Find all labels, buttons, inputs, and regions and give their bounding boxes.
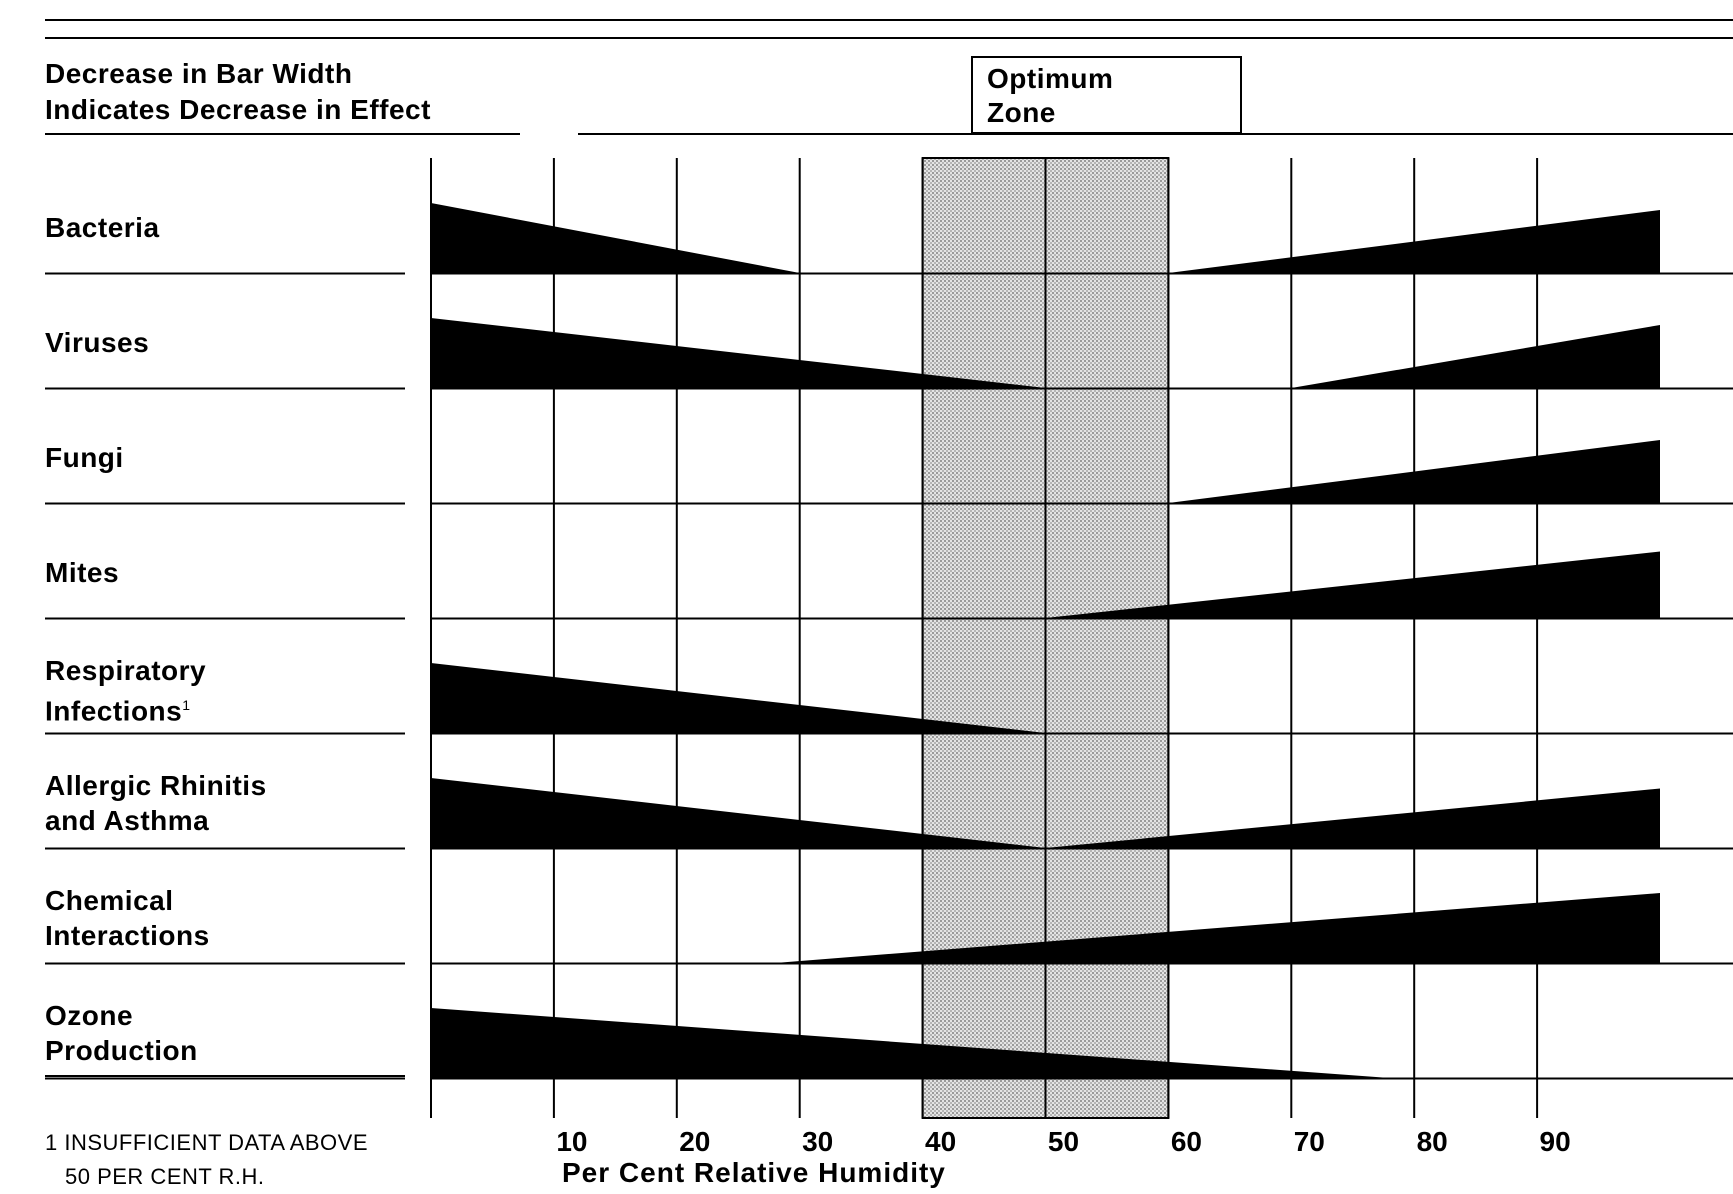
footnote-line-1: 1 INSUFFICIENT DATA ABOVE: [45, 1130, 369, 1155]
row-label-6-line-1: Chemical: [45, 885, 174, 916]
bar-0-decreasing: [431, 203, 800, 273]
x-tick-label-30: 30: [802, 1126, 833, 1157]
row-label-5-line-2: and Asthma: [45, 805, 210, 836]
x-tick-label-40: 40: [925, 1126, 956, 1157]
bar-5-decreasing: [431, 778, 1046, 848]
row-label-6-line-2: Interactions: [45, 920, 210, 951]
x-tick-label-50: 50: [1048, 1126, 1079, 1157]
optimum-zone-label-box: Optimum Zone: [971, 56, 1242, 134]
bar-1-increasing: [1291, 325, 1660, 388]
x-tick-label-90: 90: [1540, 1126, 1571, 1157]
x-tick-label-20: 20: [679, 1126, 710, 1157]
bar-6-increasing: [775, 893, 1660, 963]
row-label-2: Fungi: [45, 440, 124, 475]
optimum-zone-label-line-1: Optimum: [987, 63, 1114, 94]
row-label-1: Viruses: [45, 325, 149, 360]
bar-4-decreasing: [431, 663, 1046, 733]
footnote: 1 INSUFFICIENT DATA ABOVE 50 PER CENT R.…: [45, 1126, 368, 1194]
row-label-7-line-2: Production: [45, 1035, 198, 1066]
bar-2-increasing: [1168, 440, 1660, 503]
x-tick-label-70: 70: [1294, 1126, 1325, 1157]
row-label-1-line-1: Viruses: [45, 327, 150, 358]
bar-1-decreasing: [431, 318, 1046, 388]
x-tick-label-60: 60: [1171, 1126, 1202, 1157]
legend-note: Decrease in Bar Width Indicates Decrease…: [45, 56, 431, 128]
bar-3-increasing: [1045, 551, 1660, 618]
legend-note-line-2: Indicates Decrease in Effect: [45, 94, 431, 125]
tick-label-layer: 10 20 30 40 50 60 70 80 90: [556, 1126, 1570, 1157]
row-label-4: Respiratory Infections1: [45, 653, 206, 728]
bar-layer: [431, 203, 1660, 1078]
row-label-0: Bacteria: [45, 210, 160, 245]
row-label-4-line-2: Infections1: [45, 695, 191, 727]
x-axis-title: Per Cent Relative Humidity: [562, 1157, 946, 1188]
bar-5-increasing: [1045, 788, 1660, 848]
row-label-7: Ozone Production: [45, 998, 198, 1068]
bar-7-decreasing: [431, 1008, 1390, 1078]
row-label-3-line-1: Mites: [45, 557, 120, 588]
row-label-3: Mites: [45, 555, 119, 590]
optimum-zone-label: Optimum Zone: [987, 62, 1113, 130]
x-tick-label-10: 10: [556, 1126, 587, 1157]
row-label-0-line-1: Bacteria: [45, 212, 160, 243]
optimum-zone-label-line-2: Zone: [987, 97, 1056, 128]
decorative-rules: [45, 19, 1733, 135]
row-label-4-line-1: Respiratory: [45, 655, 207, 686]
grid-layer: [45, 158, 1733, 1118]
x-tick-label-80: 80: [1417, 1126, 1448, 1157]
row-label-5: Allergic Rhinitis and Asthma: [45, 768, 267, 838]
row-label-2-line-1: Fungi: [45, 442, 124, 473]
row-label-6: Chemical Interactions: [45, 883, 210, 953]
footnote-marker: 1: [182, 697, 191, 713]
bar-0-increasing: [1168, 210, 1660, 273]
legend-note-line-1: Decrease in Bar Width: [45, 58, 353, 89]
row-label-7-line-1: Ozone: [45, 1000, 134, 1031]
row-label-5-line-1: Allergic Rhinitis: [45, 770, 267, 801]
footnote-line-2: 50 PER CENT R.H.: [65, 1164, 265, 1189]
